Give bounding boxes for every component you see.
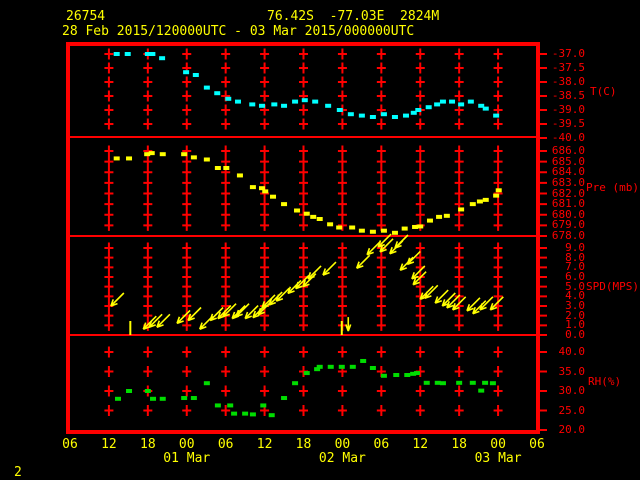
- wind-arrow: [366, 241, 381, 256]
- hour-tick-label: 18: [140, 437, 156, 452]
- wind-speed-axis-title: SPD(MPS): [586, 280, 639, 293]
- temperature-tick-label: -38.5: [551, 89, 585, 102]
- hour-tick-label: 00: [334, 437, 351, 452]
- wind-arrow: [412, 271, 427, 286]
- wind-arrow: [424, 284, 439, 300]
- pressure-tick-label: 680.0: [551, 207, 585, 221]
- wind_speed-tick-label: 9.0: [565, 241, 585, 254]
- wind-arrow: [209, 306, 224, 322]
- hour-tick-label: 00: [490, 437, 506, 452]
- wind-arrow: [472, 300, 487, 315]
- relative_humidity-tick-label: 40.0: [558, 345, 586, 358]
- wind-arrow: [287, 279, 302, 295]
- wind_speed-tick-label: 4.0: [565, 289, 585, 303]
- wind-arrow: [451, 296, 467, 311]
- wind-arrow: [142, 315, 157, 330]
- wind_speed-tick-label: 2.0: [565, 308, 585, 322]
- temperature-series: [113, 52, 500, 119]
- pressure-tick-label: 685.0: [551, 154, 585, 168]
- station-location: 76.42S -77.03E 2824M: [267, 9, 440, 24]
- pressure-tick-label: 678.0: [551, 229, 585, 242]
- temperature-tick-label: -39.5: [551, 117, 585, 130]
- wind_speed-tick-label: 1.0: [565, 318, 585, 332]
- pressure-axis-title: Pre (mb): [586, 181, 639, 194]
- wind-arrow: [268, 291, 283, 306]
- wind-arrow: [406, 250, 421, 266]
- temperature-tick-label: -40.0: [551, 131, 585, 144]
- pressure-tick-label: 682.0: [551, 186, 585, 200]
- wind-arrow: [294, 275, 310, 290]
- wind-arrow: [187, 306, 202, 322]
- date-label: 01 Mar: [163, 451, 211, 466]
- hour-tick-label: 00: [178, 437, 195, 452]
- wind_speed-tick-label: 6.0: [565, 270, 585, 283]
- pressure-tick-label: 681.0: [551, 197, 585, 211]
- hour-tick-label: 06: [217, 437, 234, 452]
- wind-arrow: [466, 297, 481, 312]
- hour-tick-label: 06: [373, 437, 390, 452]
- wind-arrow: [479, 296, 494, 311]
- temperature-axis-title: T(C): [590, 85, 617, 98]
- wind-arrow: [322, 261, 337, 276]
- plot-frame: [66, 42, 547, 434]
- pressure-tick-label: 683.0: [551, 175, 585, 189]
- wind_speed-tick-label: 0.0: [565, 328, 585, 341]
- wind-arrow: [235, 303, 250, 318]
- wind-arrow: [176, 309, 191, 325]
- wind-arrow: [148, 313, 163, 329]
- wind-arrow: [434, 289, 449, 304]
- relative_humidity-tick-label: 25.0: [558, 403, 586, 417]
- humidity-series: [114, 358, 496, 418]
- wind-arrow: [261, 294, 276, 309]
- time-period: 28 Feb 2015/120000UTC - 03 Mar 2015/0000…: [62, 24, 415, 39]
- page-number: 2: [14, 465, 22, 480]
- wind-arrow: [231, 305, 246, 320]
- temperature-tick-label: -37.5: [551, 61, 585, 74]
- humidity-axis-title: RH(%): [588, 375, 622, 388]
- wind-arrow: [307, 265, 322, 280]
- temperature-tick-label: -38.0: [551, 75, 585, 88]
- wind-arrow: [355, 254, 371, 270]
- wind-arrow: [446, 294, 461, 309]
- wind_speed-tick-label: 7.0: [565, 260, 585, 274]
- wind_speed-tick-label: 3.0: [565, 299, 585, 312]
- station-id: 26754: [66, 9, 106, 24]
- wind-arrow: [394, 234, 409, 249]
- wind-arrow: [244, 305, 259, 320]
- wind_speed-tick-label: 5.0: [565, 279, 585, 293]
- wind-arrow: [156, 313, 171, 329]
- wind-arrow: [411, 265, 426, 280]
- wind-arrow: [489, 296, 504, 311]
- wind-arrow: [379, 238, 394, 253]
- wind-arrow: [222, 303, 237, 318]
- hour-tick-label: 06: [529, 437, 545, 452]
- hour-tick-label: 12: [412, 437, 429, 452]
- hour-tick-label: 18: [295, 437, 312, 452]
- hour-tick-label: 12: [256, 437, 273, 452]
- pressure-series: [113, 151, 502, 235]
- hour-tick-label: 06: [62, 437, 78, 452]
- date-label: 02 Mar: [318, 451, 366, 466]
- pressure-tick-label: 684.0: [551, 165, 585, 179]
- temperature-tick-label: -39.0: [551, 103, 585, 116]
- relative_humidity-tick-label: 35.0: [558, 364, 586, 378]
- relative_humidity-tick-label: 30.0: [558, 384, 586, 397]
- pressure-tick-label: 679.0: [551, 218, 585, 232]
- wind-arrow: [302, 273, 317, 288]
- wind-arrow: [110, 292, 125, 307]
- wind-arrow: [399, 256, 414, 271]
- grid-crosses: [104, 48, 503, 416]
- temperature-tick-label: -37.0: [551, 47, 585, 60]
- wind_speed-tick-label: 8.0: [565, 250, 585, 264]
- pressure-tick-label: 686.0: [551, 144, 585, 157]
- wind-arrow: [275, 287, 290, 302]
- relative_humidity-tick-label: 20.0: [558, 423, 586, 436]
- calm-wind-arrow: [345, 317, 352, 332]
- wind-series: [110, 233, 504, 335]
- hour-tick-label: 12: [101, 437, 117, 452]
- date-label: 03 Mar: [474, 451, 522, 466]
- hour-tick-label: 18: [451, 437, 467, 452]
